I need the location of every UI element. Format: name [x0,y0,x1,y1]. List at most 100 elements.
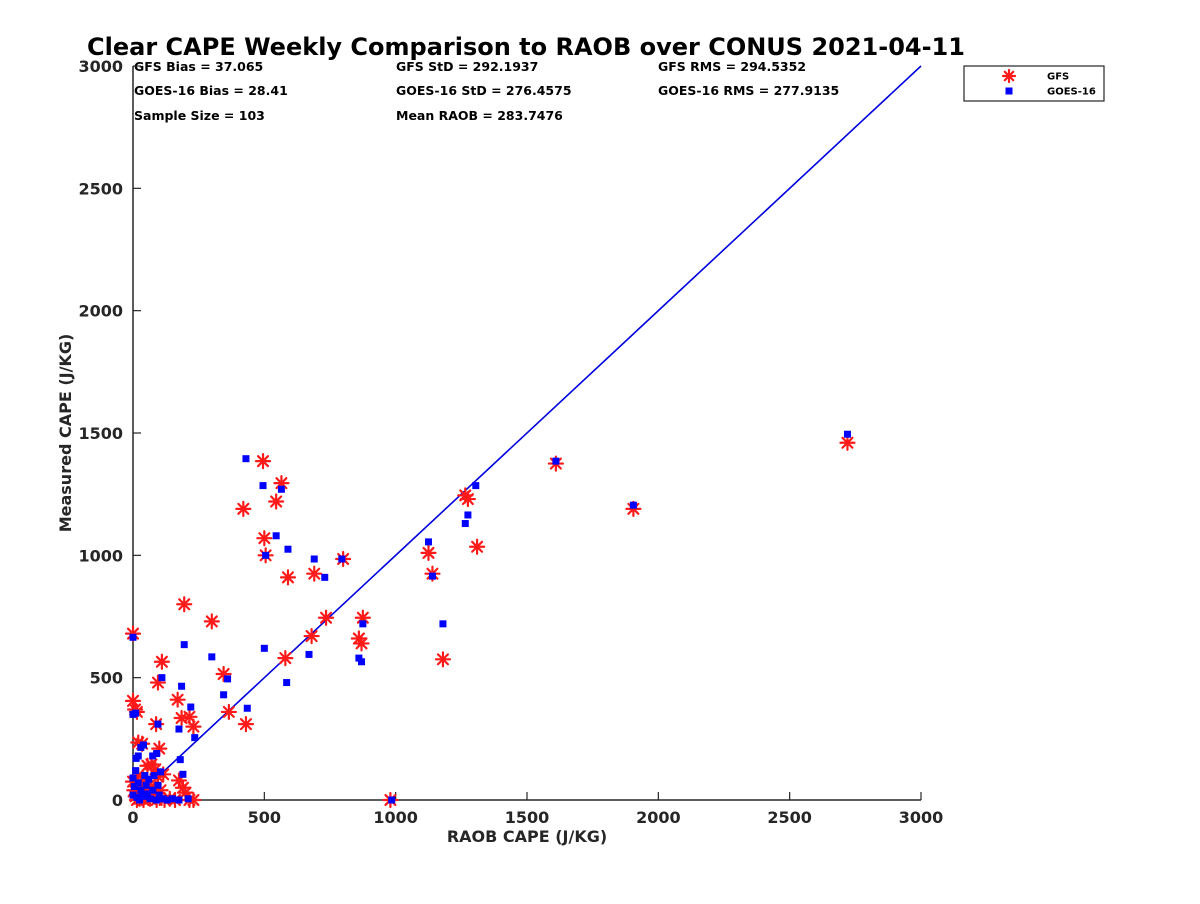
gfs-point [176,596,193,613]
goes-point [428,572,436,580]
reference-line [132,65,922,801]
goes-point [154,781,162,789]
goes-point [140,741,148,749]
goes-point [134,752,142,760]
y-tick-label: 1000 [78,546,123,565]
gfs-point [279,569,297,586]
stat-mean-raob: Mean RAOB = 283.7476 [396,108,563,123]
gfs-point [306,565,323,582]
gfs-point [169,691,186,708]
goes-point [154,720,162,728]
goes-point [150,772,158,780]
gfs-point [203,613,220,630]
goes-point [260,644,268,652]
y-ticks: 0 500 1000 1500 2000 2500 3000 [78,57,141,810]
stat-goes-std: GOES-16 StD = 276.4575 [396,83,572,98]
data-points [124,430,856,809]
x-ticks: 0 500 1000 1500 2000 2500 3000 [127,792,943,827]
goes-point [262,551,270,559]
gfs-point [277,649,294,667]
goes-point [145,775,153,783]
goes-point [243,704,251,712]
chart-title: Clear CAPE Weekly Comparison to RAOB ove… [87,33,965,61]
goes-point [129,791,137,799]
stat-gfs-std: GFS StD = 292.1937 [396,59,538,74]
y-tick-label: 2500 [78,179,123,198]
y-tick-label: 1500 [78,424,123,443]
goes-point [149,786,157,794]
goes-point [310,555,318,563]
goes-point [187,703,195,711]
goes-point [155,791,163,799]
stat-gfs-bias: GFS Bias = 37.065 [134,59,263,74]
legend: GFS GOES-16 [963,65,1105,102]
gfs-point [185,718,202,735]
gfs-point [220,703,237,721]
goes-point [178,682,186,690]
goes-point [208,653,216,661]
goes-point [175,725,183,733]
gfs-point [254,453,272,470]
goes-point [132,767,140,775]
goes-point [140,792,148,800]
goes-point [176,756,184,764]
goes-point [843,430,851,438]
goes-point [141,772,149,780]
goes-point [134,779,142,787]
goes-point [629,501,637,509]
goes-point [137,786,145,794]
goes-point [132,709,140,717]
x-tick-label: 2500 [767,808,812,827]
goes-point [338,555,346,563]
gfs-point [459,490,476,508]
goes-point [439,620,447,628]
goes-point [472,482,480,490]
goes-point [259,482,267,490]
goes-point [180,641,188,649]
x-tick-label: 3000 [899,808,944,827]
goes-point [129,774,137,782]
legend-box [963,65,1105,102]
goes-point [224,675,232,683]
goes-point [284,545,292,553]
x-tick-label: 1000 [373,808,418,827]
goes-point [552,457,560,465]
gfs-point [839,434,856,451]
legend-marker-gfs [1001,68,1017,84]
y-axis-label: Measured CAPE (J/KG) [56,334,75,533]
gfs-point [468,538,486,555]
stat-gfs-rms: GFS RMS = 294.5352 [658,59,806,74]
gfs-point [153,653,170,670]
goes-point [358,658,366,666]
stats-panel: GFS Bias = 37.065 GFS StD = 292.1937 GFS… [134,59,839,123]
goes-point [153,796,161,804]
legend-label: GFS [1047,72,1069,83]
goes-point [388,796,396,804]
stat-goes-rms: GOES-16 RMS = 277.9135 [658,83,839,98]
goes-point [130,783,138,791]
goes-point [146,795,154,803]
y-tick-label: 0 [112,791,123,810]
goes-point [355,654,363,662]
gfs-point [420,544,437,561]
goes-point [136,796,144,804]
goes-point [129,633,137,641]
x-axis-label: RAOB CAPE (J/KG) [447,827,607,846]
stat-goes-bias: GOES-16 Bias = 28.41 [134,83,288,98]
y-tick-label: 3000 [78,57,123,76]
y-tick-label: 2000 [78,302,123,321]
goes-point [143,790,151,798]
goes-point [175,796,183,804]
goes-point [425,538,432,546]
goes-point [305,650,313,658]
goes-point [168,795,176,803]
gfs-point [303,627,320,645]
gfs-point [268,493,285,510]
goes-point [153,750,161,758]
goes-point [191,734,199,742]
goes-point [283,679,291,687]
goes-point [158,674,166,682]
gfs-point [434,651,452,668]
goes-point [184,795,192,803]
